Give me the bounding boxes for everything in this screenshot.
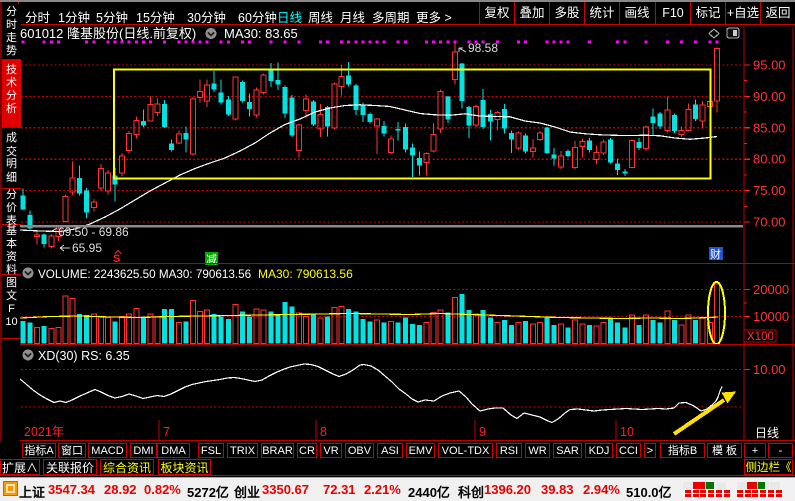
svg-text:98.58: 98.58 <box>468 41 498 55</box>
svg-text:减: 减 <box>206 253 217 266</box>
svg-text:70.00: 70.00 <box>753 215 786 230</box>
svg-text:XD(30) RS: 6.35: XD(30) RS: 6.35 <box>38 349 130 363</box>
svg-text:65.95: 65.95 <box>72 241 102 255</box>
svg-text:2021年: 2021年 <box>24 425 64 439</box>
svg-text:90.00: 90.00 <box>753 89 786 104</box>
svg-text:X100: X100 <box>747 331 774 343</box>
svg-text:日线: 日线 <box>755 426 779 440</box>
svg-text:财: 财 <box>710 247 721 261</box>
svg-text:8: 8 <box>320 425 327 439</box>
svg-text:10: 10 <box>620 425 634 439</box>
svg-text:95.00: 95.00 <box>753 58 786 73</box>
svg-text:80.00: 80.00 <box>753 152 786 167</box>
svg-text:VOLUME: 2243625.50 MA30: 79061: VOLUME: 2243625.50 MA30: 790613.56 <box>38 268 251 281</box>
svg-text:20000: 20000 <box>753 282 789 297</box>
svg-text:S: S <box>113 253 120 265</box>
svg-text:69.50 - 69.86: 69.50 - 69.86 <box>58 225 129 239</box>
svg-text:MA30: 790613.56: MA30: 790613.56 <box>258 267 353 281</box>
svg-text:75.00: 75.00 <box>753 183 786 198</box>
svg-text:601012 隆基股份(日线.前复权): 601012 隆基股份(日线.前复权) <box>20 26 196 41</box>
svg-text:10000: 10000 <box>753 309 789 324</box>
svg-text:9: 9 <box>479 425 486 439</box>
svg-text:MA30: 83.65: MA30: 83.65 <box>224 26 298 41</box>
svg-text:7: 7 <box>163 425 170 439</box>
svg-text:85.00: 85.00 <box>753 120 786 135</box>
svg-text:10.00: 10.00 <box>753 362 786 377</box>
